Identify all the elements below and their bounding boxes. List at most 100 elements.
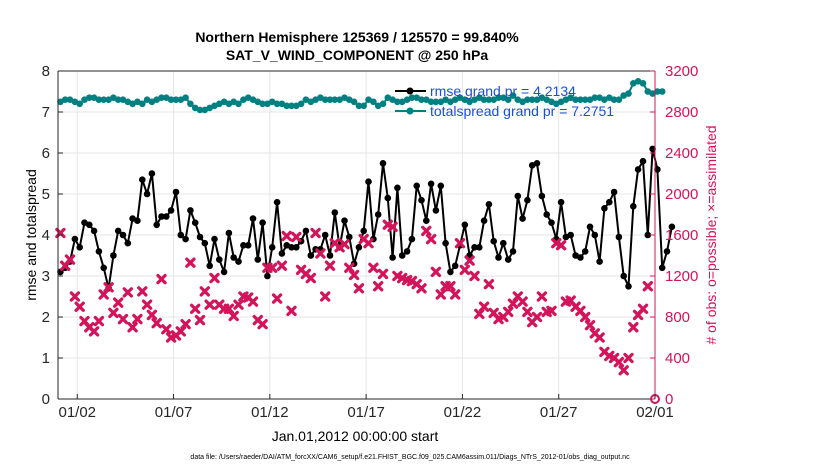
obs-assimilated-point-core: [578, 309, 583, 313]
obs-assimilated-point-core: [140, 289, 145, 294]
obs-assimilated-point-core: [511, 301, 515, 306]
rmse-point: [427, 180, 435, 188]
totalspread-point: [95, 96, 103, 103]
y-tick-label-left: 8: [42, 63, 50, 80]
rmse-point: [524, 196, 531, 204]
totalspread-point: [235, 100, 242, 108]
rmse-point: [225, 229, 233, 237]
obs-assimilated-point-core: [265, 266, 270, 270]
rmse-point: [567, 231, 574, 239]
rmse-point: [384, 194, 392, 202]
rmse-point: [249, 215, 257, 222]
obs-assimilated-point-core: [260, 322, 265, 327]
obs-assimilated-point-core: [390, 225, 395, 229]
totalspread-point: [654, 88, 661, 95]
x-tick-label: 02/01: [636, 404, 674, 421]
x-tick-label: 01/07: [155, 404, 193, 421]
rmse-point: [148, 170, 156, 177]
obs-assimilated-point-core: [164, 327, 169, 332]
rmse-point: [216, 256, 223, 263]
rmse-point: [355, 244, 363, 251]
totalspread-point: [495, 94, 502, 101]
y-axis-label-right: # of obs: o=possible; ×=assimilated: [703, 125, 719, 344]
obs-assimilated-point-core: [97, 319, 101, 323]
rmse-point: [172, 188, 180, 196]
obs-assimilated-point-core: [63, 264, 67, 268]
totalspread-point: [167, 96, 175, 103]
obs-assimilated-point-core: [559, 243, 563, 248]
rmse-point: [139, 176, 146, 183]
rmse-point: [268, 244, 276, 251]
rmse-point: [610, 188, 618, 196]
obs-assimilated-point-core: [342, 242, 347, 246]
rmse-point: [533, 160, 541, 167]
obs-assimilated-point-core: [236, 302, 241, 307]
obs-assimilated-point-core: [284, 234, 289, 238]
totalspread-point: [288, 102, 295, 110]
rmse-point: [408, 235, 416, 243]
y-tick-label-right: 800: [665, 309, 690, 326]
rmse-point: [235, 258, 242, 265]
rmse-point: [509, 248, 517, 255]
obs-assimilated-point-core: [535, 315, 539, 319]
rmse-point: [495, 254, 502, 261]
obs-assimilated-point-core: [328, 264, 332, 268]
obs-assimilated-point-core: [126, 290, 130, 295]
obs-assimilated-point-core: [145, 302, 149, 307]
obs-assimilated-point-core: [419, 286, 424, 291]
obs-assimilated-point-core: [275, 296, 279, 301]
obs-assimilated-point-core: [294, 235, 299, 239]
rmse-point: [293, 244, 300, 251]
rmse-point: [543, 211, 550, 218]
rmse-point: [100, 264, 107, 272]
totalspread-point: [379, 100, 387, 108]
rmse-point: [485, 201, 493, 208]
plot-area: [55, 78, 676, 404]
totalspread-point: [394, 98, 401, 106]
obs-assimilated-point-core: [371, 266, 376, 270]
totalspread-point: [610, 96, 618, 103]
obs-assimilated-point-core: [357, 286, 361, 291]
obs-assimilated-point-core: [101, 292, 106, 297]
rmse-point: [639, 157, 647, 165]
obs-assimilated-point-core: [439, 292, 443, 297]
rmse-point: [596, 258, 603, 265]
footer-data-file: data file: /Users/raeder/DAI/ATM_forcXX/…: [190, 454, 630, 461]
totalspread-point: [158, 94, 165, 101]
rmse-point: [288, 244, 295, 251]
rmse-point: [398, 252, 406, 259]
rmse-point: [451, 262, 459, 270]
rmse-point: [177, 231, 185, 239]
obs-assimilated-point-core: [352, 273, 356, 277]
y-tick-label-right: 2400: [665, 145, 698, 162]
rmse-point: [630, 203, 637, 210]
obs-assimilated-point-core: [641, 307, 645, 311]
y-tick-label-left: 2: [42, 309, 50, 326]
rmse-point: [220, 268, 228, 276]
y-tick-label-left: 3: [42, 268, 50, 285]
rmse-point: [538, 192, 546, 200]
obs-assimilated-point-core: [318, 251, 323, 256]
totalspread-point: [480, 96, 488, 103]
obs-assimilated-point-core: [82, 319, 87, 323]
rmse-point: [119, 231, 127, 239]
totalspread-point: [182, 94, 189, 101]
obs-assimilated-point-core: [77, 305, 82, 309]
rmse-point: [548, 219, 555, 226]
totalspread-point: [427, 98, 435, 106]
rmse-point: [471, 244, 478, 251]
rmse-point: [71, 235, 79, 243]
obs-assimilated-point-core: [203, 289, 207, 294]
rmse-point: [581, 248, 589, 255]
obs-assimilated-point-core: [458, 241, 462, 245]
totalspread-point: [658, 88, 666, 95]
rmse-point: [606, 198, 613, 206]
obs-assimilated-point-core: [106, 285, 111, 290]
obs-assimilated-point-core: [188, 260, 193, 265]
obs-assimilated-point-core: [467, 258, 472, 263]
obs-assimilated-point-core: [58, 231, 63, 235]
rmse-point: [143, 190, 151, 198]
obs-assimilated-point-core: [424, 229, 429, 233]
x-tick-label: 01/22: [444, 404, 482, 421]
obs-assimilated-point-core: [198, 318, 202, 322]
